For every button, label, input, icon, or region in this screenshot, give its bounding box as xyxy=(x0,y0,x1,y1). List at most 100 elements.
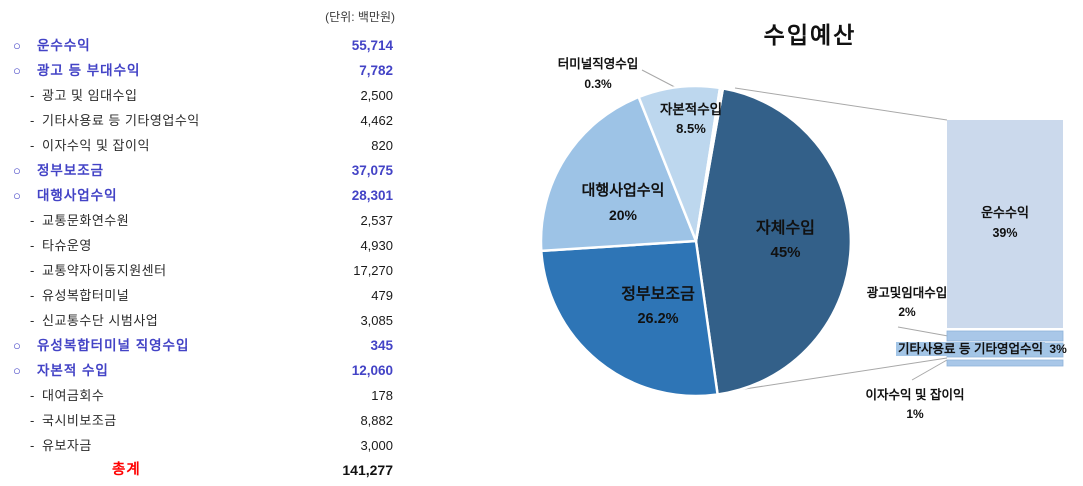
bar-segment xyxy=(946,330,1064,342)
leader-line xyxy=(897,326,949,337)
chart-title: 수입예산 xyxy=(763,22,857,48)
bar-segment-pct: 3% xyxy=(1049,342,1067,356)
bar-segment-label: 기타사용료 등 기타영업수익 xyxy=(896,342,1045,356)
slice-pct: 8.5% xyxy=(676,121,706,136)
label-own-income: 자체수입 45% xyxy=(723,217,848,265)
table-row: - 기타사용료 등 기타영업수익 4,462 xyxy=(0,108,400,133)
row-label: 자본적 수입 xyxy=(37,363,109,378)
slice-label: 자본적수입 xyxy=(659,102,723,117)
callout-terminal: 터미널직영수입 0.3% xyxy=(548,54,648,94)
row-value: 12,060 xyxy=(351,363,393,378)
row-value: 8,882 xyxy=(360,413,393,428)
total-value: 141,277 xyxy=(342,462,393,478)
row-value: 3,000 xyxy=(360,438,393,453)
dash-bullet-icon: - xyxy=(30,88,35,103)
circle-bullet-icon: ○ xyxy=(13,63,21,78)
leader-line xyxy=(734,87,948,121)
table-row: - 유성복합터미널 479 xyxy=(0,283,400,308)
slice-label: 정부보조금 xyxy=(621,286,695,303)
bar-segment-label: 운수수익 xyxy=(981,205,1029,220)
row-label: 운수수익 xyxy=(37,38,91,53)
bar-segment-pct: 2% xyxy=(898,305,916,319)
callout-other-fees: 기타사용료 등 기타영업수익 3% xyxy=(896,341,1083,357)
bar-segment xyxy=(946,359,1064,367)
dash-bullet-icon: - xyxy=(30,238,35,253)
row-value: 479 xyxy=(371,288,393,303)
table-row: - 타슈운영 4,930 xyxy=(0,233,400,258)
slice-label: 터미널직영수입 xyxy=(557,57,639,71)
dash-bullet-icon: - xyxy=(30,113,35,128)
table-row: ○ 대행사업수익 28,301 xyxy=(0,183,400,208)
row-value: 2,537 xyxy=(360,213,393,228)
bar-segment-label: 이자수익 및 잡이익 xyxy=(865,388,965,402)
table-row: - 교통약자이동지원센터 17,270 xyxy=(0,258,400,283)
row-label: 유성복합터미널 직영수입 xyxy=(37,338,190,353)
callout-interest: 이자수익 및 잡이익 1% xyxy=(850,386,980,424)
table-row: - 대여금회수 178 xyxy=(0,383,400,408)
dash-bullet-icon: - xyxy=(30,263,35,278)
slice-label: 대행사업수익 xyxy=(581,182,665,199)
label-gov-subsidy: 정부보조금 26.2% xyxy=(583,282,733,332)
row-label: 기타사용료 등 기타영업수익 xyxy=(42,113,200,128)
row-label: 광고 및 임대수입 xyxy=(42,88,138,103)
pie-slice xyxy=(539,95,698,253)
bar-segment-label: 광고및임대수입 xyxy=(866,286,948,300)
table-row: ○ 광고 등 부대수익 7,782 xyxy=(0,58,400,83)
circle-bullet-icon: ○ xyxy=(13,188,21,203)
pie-slice xyxy=(694,87,853,396)
row-value: 55,714 xyxy=(351,38,393,53)
pie-slice xyxy=(540,239,719,398)
table-row: - 신교통수단 시범사업 3,085 xyxy=(0,308,400,333)
total-label: 총계 xyxy=(112,462,141,478)
bar-segment-pct: 39% xyxy=(992,226,1018,240)
callout-ad-rental: 광고및임대수입 2% xyxy=(852,284,962,322)
row-value: 178 xyxy=(371,388,393,403)
bar-segment xyxy=(947,120,1063,328)
leader-line xyxy=(911,359,948,381)
table-row: - 이자수익 및 잡이익 820 xyxy=(0,133,400,158)
dash-bullet-icon: - xyxy=(30,388,35,403)
label-agency-revenue: 대행사업수익 20% xyxy=(556,179,690,227)
row-value: 2,500 xyxy=(360,88,393,103)
row-value: 4,930 xyxy=(360,238,393,253)
row-value: 28,301 xyxy=(351,188,393,203)
row-label: 교통문화연수원 xyxy=(42,213,130,228)
table-row: ○ 자본적 수입 12,060 xyxy=(0,358,400,383)
revenue-table: ○ 운수수익 55,714 ○ 광고 등 부대수익 7,782- 광고 및 임대수… xyxy=(0,0,400,486)
dash-bullet-icon: - xyxy=(30,313,35,328)
row-value: 345 xyxy=(370,338,393,353)
label-capital-income: 자본적수입 8.5% xyxy=(629,100,753,138)
row-value: 7,782 xyxy=(359,63,393,78)
row-label: 대여금회수 xyxy=(42,388,105,403)
row-label: 광고 등 부대수익 xyxy=(37,63,141,78)
row-value: 17,270 xyxy=(353,263,393,278)
row-label: 정부보조금 xyxy=(37,163,105,178)
table-row: - 광고 및 임대수입 2,500 xyxy=(0,83,400,108)
unit-note: (단위: 백만원) xyxy=(325,10,395,24)
table-row: - 교통문화연수원 2,537 xyxy=(0,208,400,233)
slice-label: 자체수입 xyxy=(756,220,815,237)
row-value: 3,085 xyxy=(360,313,393,328)
dash-bullet-icon: - xyxy=(30,288,35,303)
dash-bullet-icon: - xyxy=(30,438,35,453)
dash-bullet-icon: - xyxy=(30,138,35,153)
row-label: 신교통수단 시범사업 xyxy=(42,313,159,328)
slice-pct: 0.3% xyxy=(584,77,612,91)
label-transport-revenue: 운수수익 39% xyxy=(947,202,1063,244)
row-label: 유보자금 xyxy=(42,438,92,453)
table-row: - 유보자금 3,000 xyxy=(0,433,400,458)
slice-pct: 45% xyxy=(770,244,801,261)
table-row: ○ 정부보조금 37,075 xyxy=(0,158,400,183)
row-value: 4,462 xyxy=(360,113,393,128)
circle-bullet-icon: ○ xyxy=(13,163,21,178)
circle-bullet-icon: ○ xyxy=(13,38,21,53)
row-label: 타슈운영 xyxy=(42,238,92,253)
pie-slice xyxy=(694,86,725,243)
circle-bullet-icon: ○ xyxy=(13,338,21,353)
row-label: 교통약자이동지원센터 xyxy=(42,263,167,278)
bar-segment-pct: 1% xyxy=(906,407,924,421)
circle-bullet-icon: ○ xyxy=(13,363,21,378)
table-row: 총계 141,277 xyxy=(0,458,400,483)
